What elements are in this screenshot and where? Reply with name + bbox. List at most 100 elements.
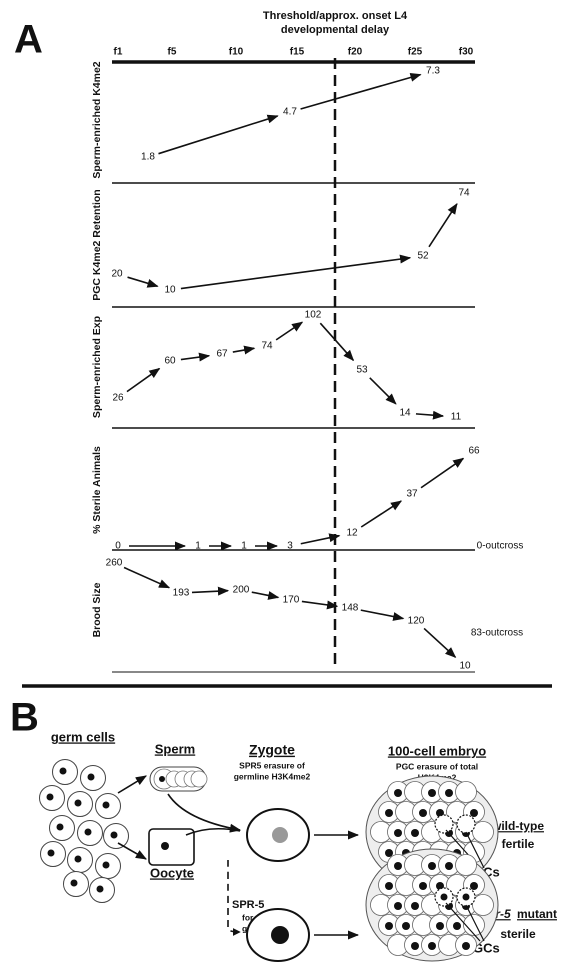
data-label: 0 (115, 541, 121, 552)
trend-arrow (126, 367, 161, 393)
generation-label: f15 (290, 47, 305, 58)
germ-cells-label: germ cells (51, 729, 115, 744)
data-label: 200 (233, 585, 250, 596)
zygote-note: SPR5 erasure of (239, 760, 305, 770)
data-label: 10 (459, 661, 471, 672)
sperm-label: Sperm (155, 741, 195, 756)
threshold-label: developmental delay (281, 24, 390, 36)
generation-label: f5 (168, 47, 177, 58)
nucleus (161, 842, 169, 850)
data-label: 1 (241, 541, 247, 552)
trend-arrow (301, 600, 339, 610)
nucleus (70, 879, 78, 887)
nucleus (159, 776, 165, 782)
data-label: 260 (106, 558, 123, 569)
nucleus (419, 809, 427, 817)
trend-arrow (428, 202, 458, 248)
threshold-label: Threshold/approx. onset L4 (263, 10, 408, 22)
nucleus (402, 922, 410, 930)
data-label: 12 (346, 528, 358, 539)
nucleus (96, 885, 104, 893)
zygote-label: Zygote (249, 742, 295, 758)
nucleus (411, 829, 419, 837)
trend-arrow (232, 345, 256, 355)
nucleus (428, 862, 436, 870)
trend-arrow (191, 586, 230, 596)
nucleus (394, 789, 402, 797)
nucleus (394, 862, 402, 870)
curve-arrow (167, 793, 242, 833)
nucleus (47, 849, 55, 857)
nucleus (385, 849, 393, 857)
trend-arrow (300, 533, 341, 545)
nucleus (385, 922, 393, 930)
phenotype-label: fertile (502, 837, 535, 851)
data-label: 26 (112, 393, 124, 404)
genotype-label: mutant (517, 907, 557, 921)
trend-arrow (300, 73, 422, 110)
data-label: 4.7 (283, 107, 297, 118)
nucleus (56, 823, 64, 831)
embryo-label: 100-cell embryo (388, 743, 486, 758)
data-label: 53 (356, 365, 368, 376)
data-label: 52 (417, 251, 429, 262)
pgc-nucleus (440, 820, 448, 828)
trend-arrow (420, 457, 465, 489)
data-label: 66 (468, 446, 480, 457)
row-label: % Sterile Animals (91, 446, 103, 534)
pgc-pointer (465, 831, 485, 869)
generation-label: f10 (229, 47, 244, 58)
curve-arrow (185, 827, 241, 836)
nucleus (419, 882, 427, 890)
nucleus (74, 855, 82, 863)
pgc-nucleus (462, 820, 470, 828)
nucleus (394, 829, 402, 837)
nucleus (74, 799, 82, 807)
nucleus (411, 942, 419, 950)
row-label: Sperm-enriched K4me2 (91, 61, 103, 178)
nucleus (46, 793, 54, 801)
trend-arrow (423, 627, 457, 658)
embryo-cell (472, 821, 494, 843)
data-label: 74 (261, 341, 273, 352)
trend-arrow (360, 609, 405, 621)
data-label: 170 (283, 595, 300, 606)
trend-arrow (180, 254, 412, 290)
nucleus (102, 861, 110, 869)
panel-letter: B (10, 696, 39, 740)
nucleus (110, 831, 118, 839)
data-label: 74 (458, 188, 470, 199)
embryo-note: PGC erasure of total (396, 761, 478, 771)
trend-arrow (275, 321, 304, 341)
data-label: 1 (195, 541, 201, 552)
embryo-cell (455, 781, 477, 803)
panel-letter: A (14, 18, 43, 62)
sperm-cell (190, 770, 208, 788)
nucleus (462, 942, 470, 950)
trend-arrow (360, 500, 403, 528)
phenotype-label: sterile (500, 927, 536, 941)
data-label: 14 (399, 408, 411, 419)
nucleus (453, 922, 461, 930)
pgc-nucleus (462, 893, 470, 901)
row-note: 83-outcross (471, 628, 523, 639)
row-label: Brood Size (91, 582, 103, 637)
nucleus (436, 922, 444, 930)
generation-label: f1 (114, 47, 123, 58)
trend-arrow (251, 591, 280, 600)
trend-arrow (319, 322, 355, 362)
row-note: 0-outcross (477, 541, 524, 552)
data-label: 37 (406, 489, 418, 500)
nucleus (428, 942, 436, 950)
data-label: 1.8 (141, 152, 155, 163)
data-label: 3 (287, 541, 293, 552)
nucleus (445, 789, 453, 797)
generation-label: f25 (408, 47, 423, 58)
data-label: 148 (342, 603, 359, 614)
arrow (117, 775, 147, 794)
dashed-arrow (227, 860, 241, 936)
pgc-pointer (445, 902, 481, 942)
oocyte-label: Oocyte (150, 865, 194, 880)
data-label: 20 (111, 269, 123, 280)
